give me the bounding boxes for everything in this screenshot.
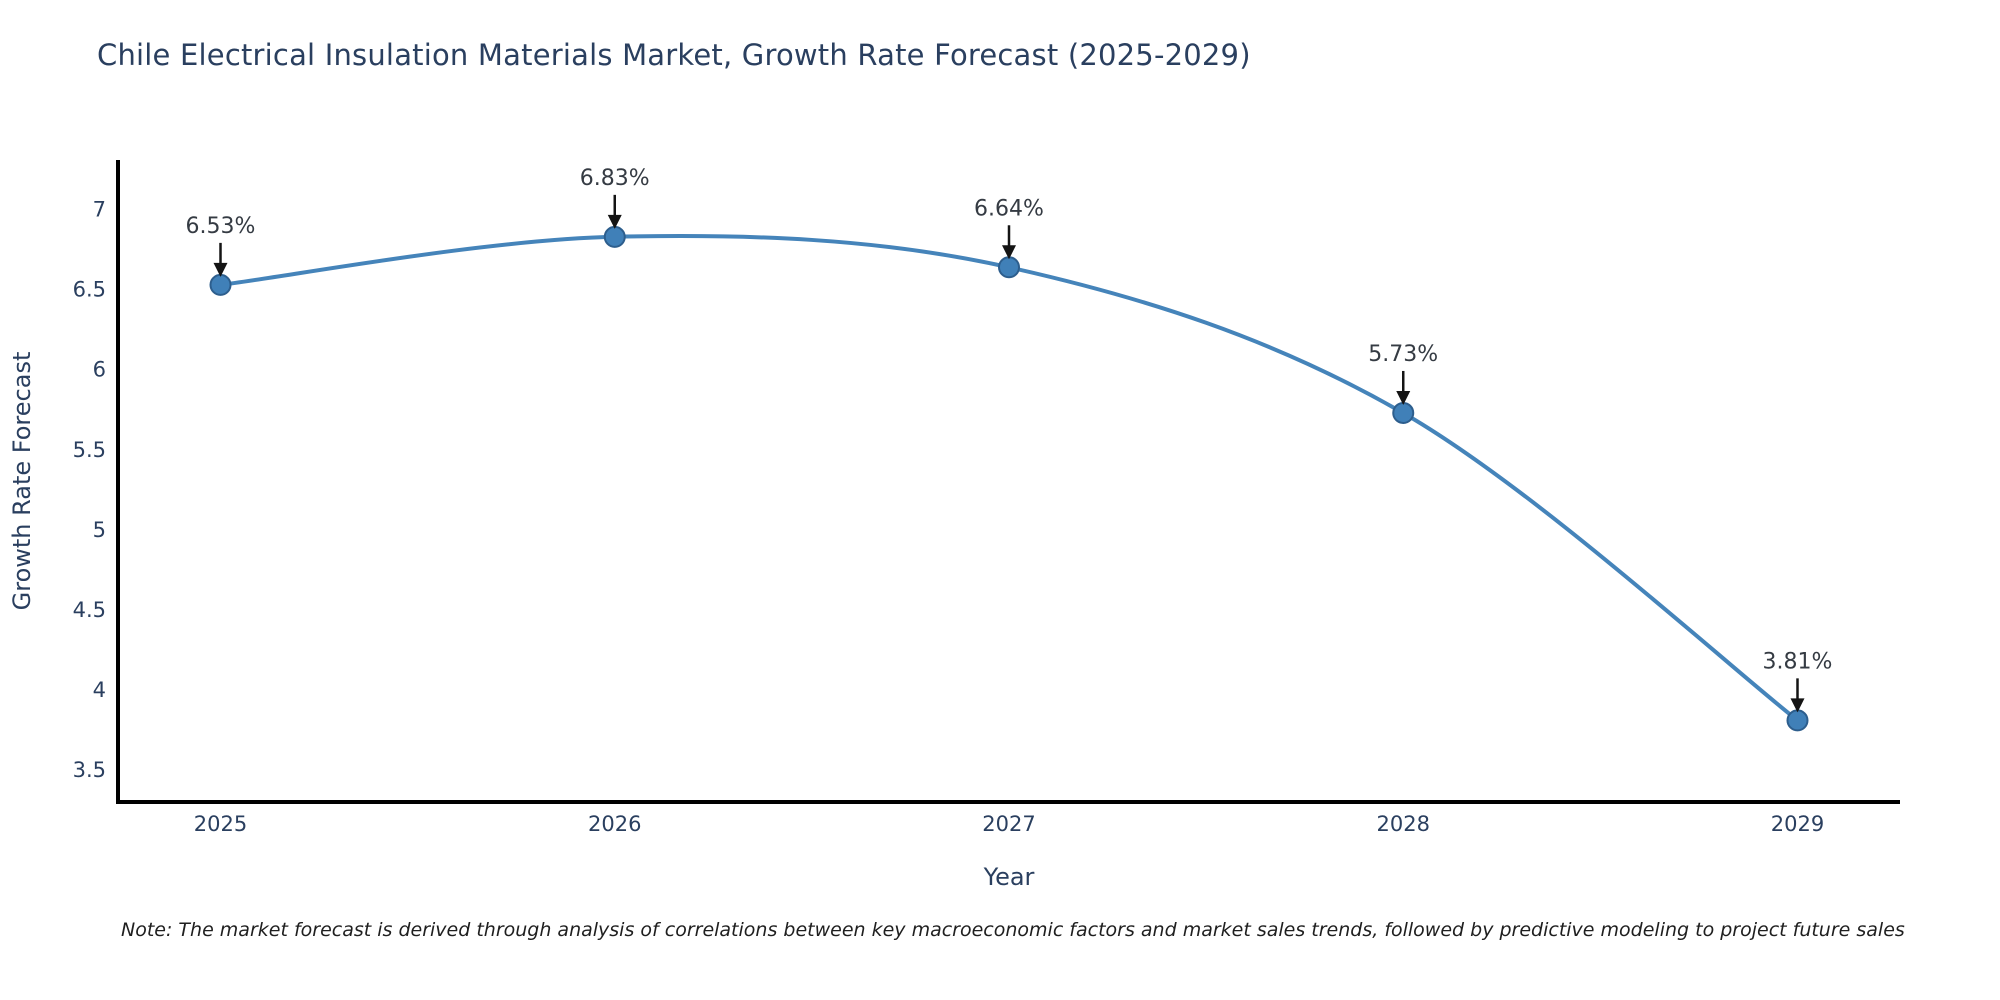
data-point-2026 bbox=[603, 225, 626, 248]
point-label-2026: 6.83% bbox=[580, 166, 650, 191]
chart-title: Chile Electrical Insulation Materials Ma… bbox=[97, 38, 1251, 72]
series-line bbox=[218, 234, 1800, 723]
annotation-arrowhead-icon bbox=[1790, 698, 1805, 713]
data-point-2028 bbox=[1392, 401, 1415, 424]
data-point-2029 bbox=[1786, 709, 1809, 732]
y-tick-label: 5 bbox=[93, 518, 106, 542]
data-point-2027 bbox=[998, 256, 1020, 279]
annotation-arrowhead-icon bbox=[213, 262, 228, 277]
annotation-arrowhead-icon bbox=[1396, 390, 1411, 405]
y-tick-label: 6.5 bbox=[73, 278, 106, 302]
y-tick-label: 4 bbox=[93, 678, 106, 702]
footnote-text: Note: The market forecast is derived thr… bbox=[121, 919, 1905, 941]
y-tick-label: 6 bbox=[93, 358, 106, 382]
y-tick-label: 3.5 bbox=[73, 758, 106, 782]
point-label-2027: 6.64% bbox=[974, 196, 1044, 221]
y-axis-title: Growth Rate Forecast bbox=[8, 352, 36, 611]
point-label-2028: 5.73% bbox=[1368, 342, 1438, 367]
x-axis-title: Year bbox=[983, 863, 1035, 891]
annotation-arrowhead-icon bbox=[1002, 245, 1016, 260]
data-point-2025 bbox=[209, 273, 232, 296]
x-tick-label: 2025 bbox=[194, 812, 247, 836]
point-label-2025: 6.53% bbox=[186, 214, 256, 239]
point-label-2029: 3.81% bbox=[1763, 649, 1833, 674]
x-tick-label: 2027 bbox=[982, 812, 1035, 836]
x-tick-label: 2029 bbox=[1771, 812, 1824, 836]
x-tick-label: 2028 bbox=[1377, 812, 1430, 836]
y-tick-label: 7 bbox=[93, 198, 106, 222]
y-tick-label: 5.5 bbox=[73, 438, 106, 462]
x-tick-label: 2026 bbox=[588, 812, 641, 836]
annotation-arrowhead-icon bbox=[607, 214, 622, 229]
y-tick-label: 4.5 bbox=[73, 598, 106, 622]
